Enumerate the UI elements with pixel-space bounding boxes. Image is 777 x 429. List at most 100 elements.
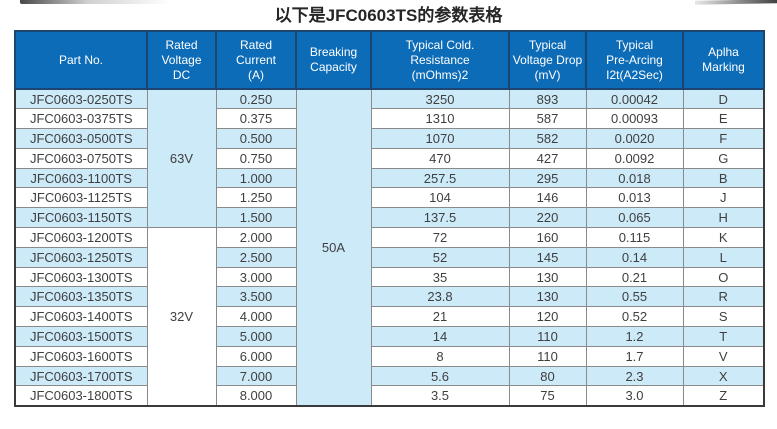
- pre-arcing-cell: 0.00093: [585, 108, 684, 130]
- pre-arcing-cell: 3.0: [585, 385, 684, 407]
- pre-arcing-cell: 0.013: [585, 187, 684, 209]
- rated-current-cell: 0.375: [215, 108, 297, 130]
- cold-resistance-cell: 21: [370, 306, 510, 328]
- cold-resistance-cell: 72: [370, 227, 510, 248]
- table-body: JFC0603-0250TS 63V 0.250 50A 3250 893 0.00042 D…: [14, 88, 765, 407]
- voltage-drop-cell: 130: [508, 266, 587, 288]
- part-no-cell: JFC0603-1125TS: [14, 187, 148, 209]
- pre-arcing-cell: 1.2: [585, 326, 684, 347]
- pre-arcing-cell: 0.52: [585, 306, 684, 328]
- column-header-alpha-marking: Aplha Marking: [682, 30, 765, 90]
- part-no-cell: JFC0603-1350TS: [14, 286, 148, 308]
- pre-arcing-cell: 1.7: [585, 345, 684, 367]
- alpha-marking-cell: O: [682, 266, 765, 288]
- part-no-cell: JFC0603-0750TS: [14, 147, 148, 169]
- table-row: JFC0603-0375TS 0.375 1310 587 0.00093 E: [14, 108, 765, 130]
- page-title: 以下是JFC0603TS的参数表格: [274, 6, 503, 25]
- part-no-cell: JFC0603-0250TS: [14, 88, 148, 110]
- rated-voltage-cell: 32V: [146, 227, 217, 407]
- rated-current-cell: 6.000: [215, 345, 297, 367]
- cold-resistance-cell: 5.6: [370, 365, 510, 387]
- voltage-drop-cell: 120: [508, 306, 587, 328]
- voltage-drop-cell: 427: [508, 147, 587, 169]
- rated-voltage-cell: 63V: [146, 88, 217, 229]
- voltage-drop-cell: 587: [508, 108, 587, 130]
- voltage-drop-cell: 220: [508, 207, 587, 229]
- column-header-rated-voltage: Rated Voltage DC: [146, 30, 217, 90]
- cold-resistance-cell: 3250: [370, 88, 510, 110]
- voltage-drop-cell: 160: [508, 227, 587, 248]
- header-row: Part No. Rated Voltage DC Rated Current …: [14, 30, 765, 90]
- column-header-rated-current: Rated Current (A): [215, 30, 297, 90]
- alpha-marking-cell: J: [682, 187, 765, 209]
- table-row: JFC0603-1400TS 4.000 21 120 0.52 S: [14, 306, 765, 328]
- pre-arcing-cell: 0.55: [585, 286, 684, 308]
- column-header-pre-arcing: Typical Pre-Arcing I2t(A2Sec): [585, 30, 684, 90]
- pre-arcing-cell: 0.21: [585, 266, 684, 288]
- voltage-drop-cell: 130: [508, 286, 587, 308]
- column-header-breaking-capacity: Breaking Capacity: [295, 30, 372, 90]
- table-row: JFC0603-1200TS 32V 2.000 72 160 0.115 K: [14, 227, 765, 407]
- breaking-capacity-cell: 50A: [295, 88, 372, 407]
- table-row: JFC0603-1350TS 3.500 23.8 130 0.55 R: [14, 286, 765, 308]
- rated-current-cell: 5.000: [215, 326, 297, 347]
- voltage-drop-cell: 110: [508, 326, 587, 347]
- part-no-cell: JFC0603-1700TS: [14, 365, 148, 387]
- cold-resistance-cell: 23.8: [370, 286, 510, 308]
- cold-resistance-cell: 137.5: [370, 207, 510, 229]
- cold-resistance-cell: 104: [370, 187, 510, 209]
- alpha-marking-cell: E: [682, 108, 765, 130]
- cold-resistance-cell: 1310: [370, 108, 510, 130]
- parameters-table: Part No. Rated Voltage DC Rated Current …: [14, 30, 765, 407]
- rated-current-cell: 0.500: [215, 128, 297, 149]
- rated-current-cell: 1.250: [215, 187, 297, 209]
- voltage-drop-cell: 146: [508, 187, 587, 209]
- cold-resistance-cell: 35: [370, 266, 510, 288]
- part-no-cell: JFC0603-0500TS: [14, 128, 148, 149]
- alpha-marking-cell: G: [682, 147, 765, 169]
- rated-current-cell: 3.500: [215, 286, 297, 308]
- cold-resistance-cell: 14: [370, 326, 510, 347]
- table-header: Part No. Rated Voltage DC Rated Current …: [14, 30, 765, 90]
- alpha-marking-cell: R: [682, 286, 765, 308]
- rated-current-cell: 2.000: [215, 227, 297, 248]
- pre-arcing-cell: 2.3: [585, 365, 684, 387]
- table-row: JFC0603-1250TS 2.500 52 145 0.14 L: [14, 246, 765, 268]
- rated-current-cell: 0.750: [215, 147, 297, 169]
- rated-current-cell: 4.000: [215, 306, 297, 328]
- table-row: JFC0603-0750TS 0.750 470 427 0.0092 G: [14, 147, 765, 169]
- voltage-drop-cell: 80: [508, 365, 587, 387]
- table-row: JFC0603-1150TS 1.500 137.5 220 0.065 H: [14, 207, 765, 229]
- alpha-marking-cell: T: [682, 326, 765, 347]
- rated-current-cell: 2.500: [215, 246, 297, 268]
- pre-arcing-cell: 0.018: [585, 167, 684, 189]
- rated-current-cell: 7.000: [215, 365, 297, 387]
- table-row: JFC0603-1125TS 1.250 104 146 0.013 J: [14, 187, 765, 209]
- cold-resistance-cell: 1070: [370, 128, 510, 149]
- part-no-cell: JFC0603-1500TS: [14, 326, 148, 347]
- cold-resistance-cell: 8: [370, 345, 510, 367]
- table-row: JFC0603-1100TS 1.000 257.5 295 0.018 B: [14, 167, 765, 189]
- alpha-marking-cell: F: [682, 128, 765, 149]
- part-no-cell: JFC0603-1250TS: [14, 246, 148, 268]
- pre-arcing-cell: 0.115: [585, 227, 684, 248]
- rated-current-cell: 1.500: [215, 207, 297, 229]
- alpha-marking-cell: B: [682, 167, 765, 189]
- rated-current-cell: 1.000: [215, 167, 297, 189]
- table-row: JFC0603-0500TS 0.500 1070 582 0.0020 F: [14, 128, 765, 149]
- alpha-marking-cell: X: [682, 365, 765, 387]
- part-no-cell: JFC0603-0375TS: [14, 108, 148, 130]
- pre-arcing-cell: 0.14: [585, 246, 684, 268]
- table-row: JFC0603-1600TS 6.000 8 110 1.7 V: [14, 345, 765, 367]
- voltage-drop-cell: 145: [508, 246, 587, 268]
- table-row: JFC0603-0250TS 63V 0.250 50A 3250 893 0.00042 D: [14, 88, 765, 407]
- voltage-drop-cell: 893: [508, 88, 587, 110]
- pre-arcing-cell: 0.00042: [585, 88, 684, 110]
- cold-resistance-cell: 257.5: [370, 167, 510, 189]
- part-no-cell: JFC0603-1150TS: [14, 207, 148, 229]
- alpha-marking-cell: L: [682, 246, 765, 268]
- part-no-cell: JFC0603-1300TS: [14, 266, 148, 288]
- column-header-cold-resistance: Typical Cold. Resistance (mOhms)2: [370, 30, 510, 90]
- cold-resistance-cell: 3.5: [370, 385, 510, 407]
- voltage-drop-cell: 75: [508, 385, 587, 407]
